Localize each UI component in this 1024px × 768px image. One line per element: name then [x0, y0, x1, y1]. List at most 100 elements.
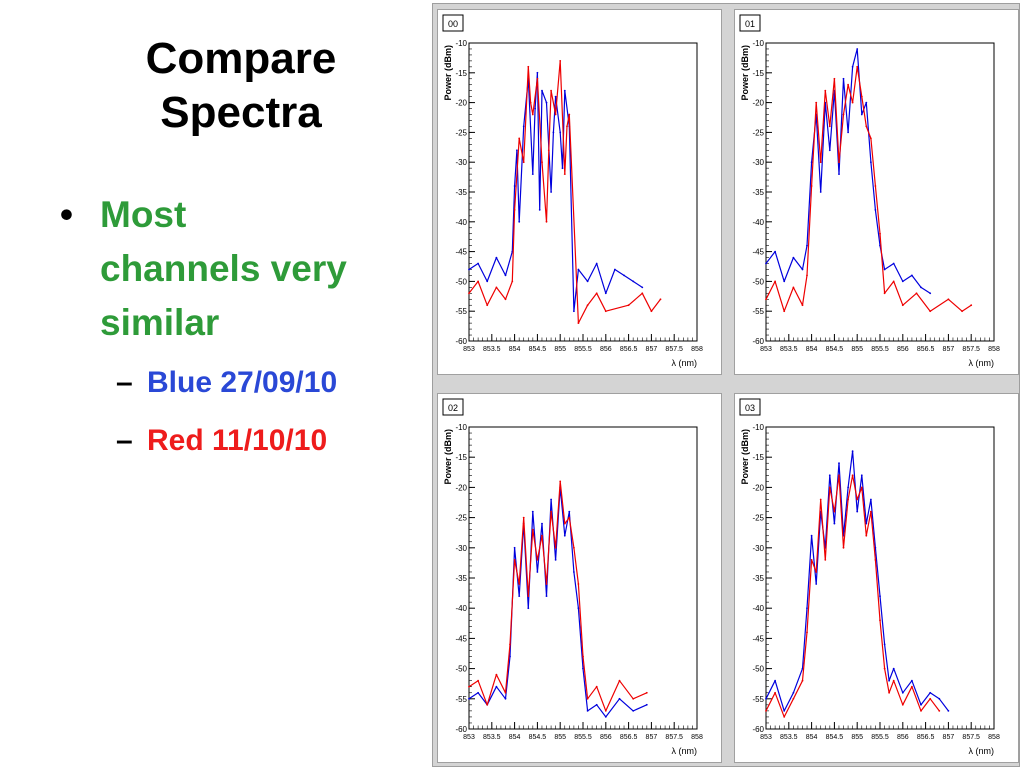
- series-point: [513, 185, 516, 187]
- series-point: [573, 546, 575, 549]
- series-point: [536, 571, 539, 573]
- slide-title-line-2: Spectra: [160, 88, 322, 137]
- series-point: [632, 697, 635, 700]
- series-point: [586, 697, 589, 700]
- sub-bullet-dash: –: [116, 366, 133, 399]
- series-point: [468, 292, 470, 295]
- series-point: [783, 280, 786, 283]
- series-point: [860, 95, 863, 98]
- sub-bullet-text: Red 11/10/10: [147, 424, 328, 457]
- y-axis-label: Power (dBm): [443, 429, 453, 485]
- series-point: [518, 583, 521, 585]
- series-point: [559, 131, 562, 134]
- series-point: [495, 673, 498, 676]
- series-point: [559, 60, 562, 62]
- series-point: [851, 65, 854, 68]
- sub-bullet-red: – Red 11/10/10: [56, 412, 416, 470]
- y-tick-label: -20: [752, 99, 764, 108]
- series-point: [595, 703, 598, 706]
- series-point: [901, 691, 904, 694]
- series-point: [513, 559, 516, 561]
- series-point: [541, 89, 543, 92]
- series-point: [806, 631, 808, 634]
- series-point: [568, 113, 571, 116]
- slide-title-line-1: Compare: [145, 34, 337, 83]
- series-point: [531, 173, 534, 176]
- series-point: [504, 697, 507, 700]
- series-point: [518, 137, 521, 140]
- series-point: [765, 697, 767, 700]
- y-tick-label: -45: [455, 248, 467, 257]
- series-point: [477, 679, 479, 682]
- y-tick-label: -10: [455, 39, 467, 48]
- series-point: [774, 691, 776, 694]
- series-point: [911, 685, 913, 688]
- series-point: [568, 516, 571, 519]
- series-point: [833, 77, 836, 80]
- series-point: [582, 655, 584, 658]
- series-point: [842, 77, 845, 80]
- series-point: [810, 559, 813, 561]
- panel-label: 01: [739, 14, 761, 32]
- series-point: [947, 710, 950, 712]
- y-tick-label: -20: [752, 483, 764, 492]
- y-tick-label: -10: [752, 39, 764, 48]
- series-line-1: [765, 66, 972, 312]
- panel-label-text: 01: [745, 19, 755, 29]
- y-tick-label: -55: [752, 695, 764, 704]
- y-tick-label: -15: [455, 453, 467, 462]
- y-axis-label: Power (dBm): [740, 45, 750, 101]
- series-point: [595, 262, 598, 265]
- plot-area: [468, 426, 698, 730]
- series-point: [883, 292, 886, 295]
- series-point: [527, 65, 530, 68]
- y-tick-label: -55: [752, 307, 764, 316]
- series-point: [806, 274, 808, 277]
- y-tick-label: -30: [455, 544, 467, 553]
- series-point: [806, 607, 808, 610]
- series-point: [828, 474, 831, 477]
- x-tick-label: 854: [509, 734, 521, 741]
- series-point: [938, 710, 941, 712]
- series-point: [865, 125, 868, 128]
- series-point: [531, 113, 534, 116]
- series-point: [554, 559, 557, 561]
- series-point: [828, 149, 831, 152]
- series-point: [892, 667, 895, 670]
- x-tick-label: 855.5: [871, 734, 889, 741]
- series-point: [618, 697, 621, 700]
- series-point: [801, 667, 804, 670]
- series-point: [563, 534, 566, 537]
- series-point: [810, 185, 813, 187]
- x-tick-label: 858: [691, 734, 703, 741]
- x-tick-label: 857.5: [962, 346, 980, 353]
- y-tick-label: -35: [752, 188, 764, 197]
- y-axis-label: Power (dBm): [443, 45, 453, 101]
- series-point: [847, 83, 849, 86]
- series-point: [586, 710, 589, 712]
- series-point: [486, 304, 489, 307]
- series-point: [801, 679, 804, 682]
- series-point: [815, 101, 818, 104]
- series-point: [641, 292, 644, 295]
- series-line-1: [765, 474, 940, 718]
- series-point: [842, 113, 845, 116]
- series-point: [632, 280, 635, 283]
- series-point: [527, 595, 530, 597]
- y-tick-label: -40: [455, 218, 467, 227]
- series-point: [534, 107, 536, 110]
- series-point: [554, 95, 557, 98]
- series-point: [477, 262, 479, 265]
- series-point: [765, 298, 767, 301]
- series-point: [833, 522, 836, 525]
- series-line-1: [468, 60, 661, 324]
- series-point: [468, 697, 470, 700]
- series-point: [838, 462, 840, 465]
- series-point: [468, 268, 470, 271]
- x-tick-label: 853: [760, 734, 772, 741]
- y-axis-label: Power (dBm): [740, 429, 750, 485]
- series-point: [563, 522, 566, 525]
- series-point: [604, 716, 607, 718]
- series-point: [929, 292, 932, 295]
